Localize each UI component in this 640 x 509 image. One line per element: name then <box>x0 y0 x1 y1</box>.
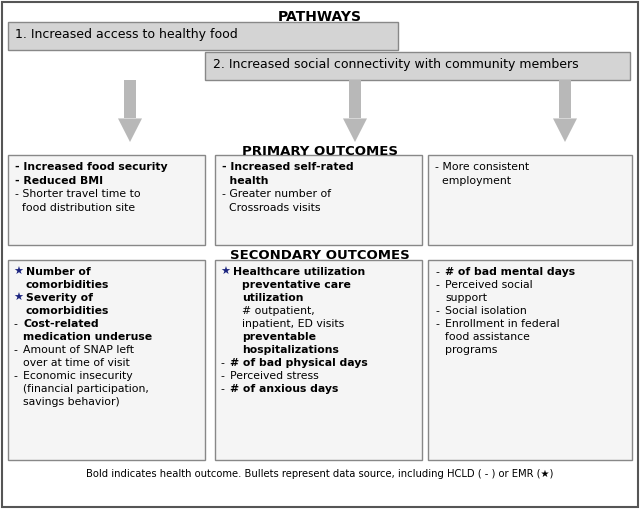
Text: SECONDARY OUTCOMES: SECONDARY OUTCOMES <box>230 249 410 262</box>
Text: 1. Increased access to healthy food: 1. Increased access to healthy food <box>15 28 237 41</box>
Text: - Increased self-rated: - Increased self-rated <box>222 162 354 172</box>
Text: # of anxious days: # of anxious days <box>230 384 339 394</box>
Bar <box>215 155 422 245</box>
Text: - Greater number of: - Greater number of <box>222 189 331 199</box>
Bar <box>349 80 361 119</box>
Text: Perceived social: Perceived social <box>445 280 532 290</box>
Text: Healthcare utilization: Healthcare utilization <box>233 267 365 277</box>
Text: -: - <box>13 371 17 381</box>
Text: PRIMARY OUTCOMES: PRIMARY OUTCOMES <box>242 145 398 158</box>
Bar <box>8 260 205 460</box>
Text: savings behavior): savings behavior) <box>23 397 120 407</box>
Text: ★: ★ <box>220 267 230 277</box>
Text: Cost-related: Cost-related <box>23 319 99 329</box>
Polygon shape <box>343 119 367 142</box>
Text: food assistance: food assistance <box>445 332 530 342</box>
Polygon shape <box>553 119 577 142</box>
Text: -: - <box>435 319 439 329</box>
Text: -: - <box>220 384 224 394</box>
Text: health: health <box>222 176 269 185</box>
Text: # of bad physical days: # of bad physical days <box>230 358 368 368</box>
Text: Social isolation: Social isolation <box>445 306 527 316</box>
Bar <box>428 155 632 245</box>
Text: Bold indicates health outcome. Bullets represent data source, including HCLD ( -: Bold indicates health outcome. Bullets r… <box>86 469 554 479</box>
Text: Crossroads visits: Crossroads visits <box>222 203 321 212</box>
Text: -: - <box>220 371 224 381</box>
Text: comorbidities: comorbidities <box>26 306 109 316</box>
Text: programs: programs <box>445 345 497 355</box>
Text: -: - <box>220 358 224 368</box>
Text: # of bad mental days: # of bad mental days <box>445 267 575 277</box>
Text: 2. Increased social connectivity with community members: 2. Increased social connectivity with co… <box>213 58 579 71</box>
Text: - More consistent: - More consistent <box>435 162 529 172</box>
Bar <box>559 80 571 119</box>
Text: preventative care: preventative care <box>242 280 351 290</box>
Text: - Shorter travel time to: - Shorter travel time to <box>15 189 141 199</box>
Text: -: - <box>13 345 17 355</box>
Text: Severity of: Severity of <box>26 293 93 303</box>
Text: -: - <box>435 280 439 290</box>
Text: PATHWAYS: PATHWAYS <box>278 10 362 24</box>
Text: hospitalizations: hospitalizations <box>242 345 339 355</box>
Bar <box>215 260 422 460</box>
Bar <box>8 155 205 245</box>
Bar <box>428 260 632 460</box>
Text: -: - <box>435 306 439 316</box>
Text: Economic insecurity: Economic insecurity <box>23 371 132 381</box>
Bar <box>8 22 398 50</box>
Text: inpatient, ED visits: inpatient, ED visits <box>242 319 344 329</box>
Text: Amount of SNAP left: Amount of SNAP left <box>23 345 134 355</box>
Text: ★: ★ <box>13 293 23 303</box>
Text: utilization: utilization <box>242 293 303 303</box>
Text: Number of: Number of <box>26 267 91 277</box>
Text: -: - <box>13 319 17 329</box>
Text: - Reduced BMI: - Reduced BMI <box>15 176 103 185</box>
Text: preventable: preventable <box>242 332 316 342</box>
Text: Perceived stress: Perceived stress <box>230 371 319 381</box>
Text: support: support <box>445 293 487 303</box>
Bar <box>124 80 136 119</box>
Text: # outpatient,: # outpatient, <box>242 306 315 316</box>
Polygon shape <box>118 119 142 142</box>
Text: comorbidities: comorbidities <box>26 280 109 290</box>
Text: Enrollment in federal: Enrollment in federal <box>445 319 559 329</box>
Text: employment: employment <box>435 176 511 185</box>
Text: (financial participation,: (financial participation, <box>23 384 149 394</box>
Text: over at time of visit: over at time of visit <box>23 358 130 368</box>
Text: - Increased food security: - Increased food security <box>15 162 168 172</box>
Text: food distribution site: food distribution site <box>15 203 135 212</box>
Bar <box>205 52 630 80</box>
Text: ★: ★ <box>13 267 23 277</box>
Text: -: - <box>435 267 439 277</box>
Text: medication underuse: medication underuse <box>23 332 152 342</box>
